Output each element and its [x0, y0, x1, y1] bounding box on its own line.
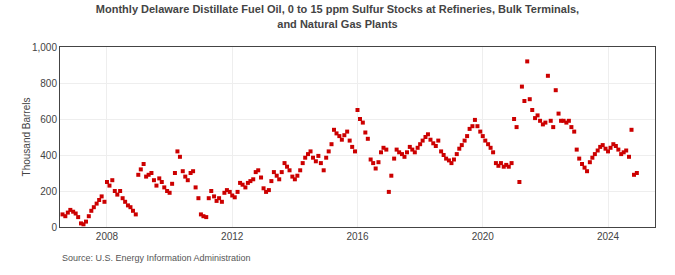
svg-text:0: 0 [51, 222, 57, 233]
svg-text:2016: 2016 [346, 231, 369, 242]
svg-text:1,000: 1,000 [32, 42, 57, 53]
svg-text:200: 200 [40, 186, 57, 197]
svg-text:Source: U.S. Energy Informatio: Source: U.S. Energy Information Administ… [62, 253, 251, 263]
svg-text:2020: 2020 [472, 231, 495, 242]
svg-text:Thousand Barrels: Thousand Barrels [21, 98, 32, 177]
svg-text:400: 400 [40, 150, 57, 161]
svg-text:600: 600 [40, 114, 57, 125]
svg-text:2012: 2012 [221, 231, 244, 242]
svg-text:2024: 2024 [597, 231, 620, 242]
svg-text:2008: 2008 [96, 231, 119, 242]
svg-text:800: 800 [40, 78, 57, 89]
svg-text:Monthly Delaware Distillate Fu: Monthly Delaware Distillate Fuel Oil, 0 … [96, 3, 579, 29]
